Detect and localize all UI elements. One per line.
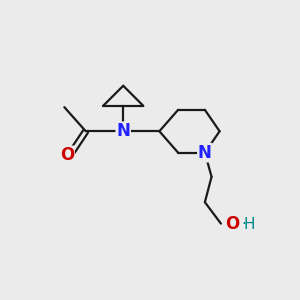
Text: H: H	[243, 218, 255, 232]
Text: O: O	[60, 146, 74, 164]
Text: N: N	[198, 144, 212, 162]
Text: ·: ·	[241, 218, 246, 232]
Text: O: O	[225, 214, 239, 232]
Text: N: N	[116, 122, 130, 140]
